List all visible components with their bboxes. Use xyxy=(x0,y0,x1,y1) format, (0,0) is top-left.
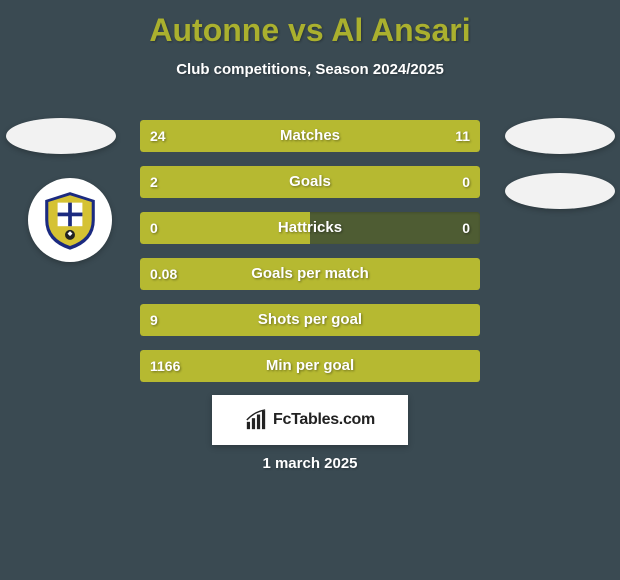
stat-row: 20Goals xyxy=(140,166,480,198)
club-avatar-right xyxy=(505,173,615,209)
stat-row: 2411Matches xyxy=(140,120,480,152)
stat-bar-left xyxy=(140,120,373,152)
player-avatar-right xyxy=(505,118,615,154)
player-avatar-left xyxy=(6,118,116,154)
stat-row: 00Hattricks xyxy=(140,212,480,244)
stat-bar-left xyxy=(140,212,310,244)
stat-bars: 2411Matches 20Goals 00Hattricks 0.08Goals p… xyxy=(140,120,480,396)
watermark: FcTables.com xyxy=(212,395,408,445)
stat-bar-left xyxy=(140,166,400,198)
chart-icon xyxy=(245,409,267,431)
stat-bar-left xyxy=(140,350,480,382)
club-badge-left xyxy=(28,178,112,262)
stat-bar-left xyxy=(140,258,480,290)
stat-row: 0.08Goals per match xyxy=(140,258,480,290)
date-label: 1 march 2025 xyxy=(0,455,620,472)
stat-bar-right xyxy=(400,166,480,198)
shield-icon xyxy=(39,189,101,251)
watermark-text: FcTables.com xyxy=(273,411,375,429)
stat-value-right: 0 xyxy=(462,212,470,244)
stat-row: 9Shots per goal xyxy=(140,304,480,336)
page-subtitle: Club competitions, Season 2024/2025 xyxy=(0,61,620,78)
page-title: Autonne vs Al Ansari xyxy=(0,0,620,49)
stat-row: 1166Min per goal xyxy=(140,350,480,382)
stats-card: Autonne vs Al Ansari Club competitions, … xyxy=(0,0,620,580)
stat-bar-right xyxy=(373,120,480,152)
stat-bar-left xyxy=(140,304,480,336)
